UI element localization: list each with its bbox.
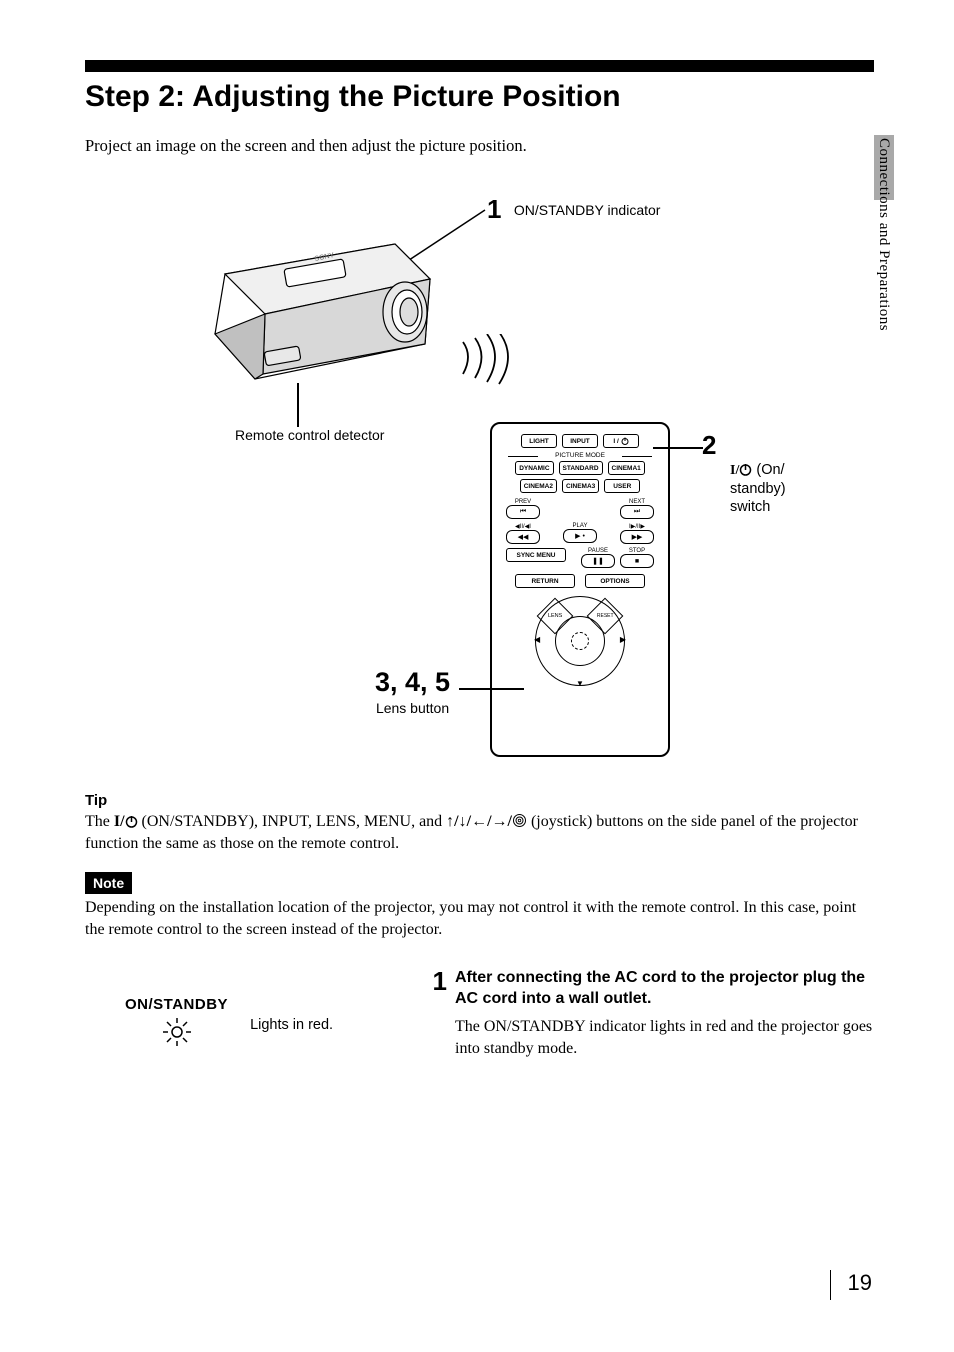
remote-illustration: LIGHT INPUT I / PICTURE MODE DYNAMIC STA… (490, 422, 670, 757)
remote-btn-power: I / (603, 434, 639, 448)
step-1-number: 1 (425, 968, 447, 1059)
remote-btn-return: RETURN (515, 574, 575, 588)
onstandby-word: ON/STANDBY (125, 996, 228, 1013)
tip-body: The I/ (ON/STANDBY), INPUT, LENS, MENU, … (85, 811, 874, 854)
diagram-area: 1 ON/STANDBY indicator SONY (85, 184, 874, 774)
remote-btn-next: ⏭ (620, 505, 654, 519)
remote-btn-light: LIGHT (521, 434, 557, 448)
step-1-desc: The ON/STANDBY indicator lights in red a… (455, 1016, 874, 1059)
joystick-left-arrow: ◀ (534, 635, 540, 644)
power-icon-inline (125, 815, 138, 828)
callout-1: 1 ON/STANDBY indicator (487, 194, 660, 225)
ir-waves-icon (455, 334, 525, 389)
projector-illustration: SONY (195, 214, 455, 404)
remote-btn-standard: STANDARD (559, 461, 603, 475)
remote-btn-options: OPTIONS (585, 574, 645, 588)
side-section-label: Connections and Preparations (875, 138, 892, 331)
remote-btn-pause: ❚❚ (581, 554, 615, 568)
joystick-center (571, 632, 589, 650)
leader-line-345 (459, 688, 524, 690)
callout-2-num: 2 (702, 430, 716, 461)
page-heading: Step 2: Adjusting the Picture Position (85, 80, 874, 114)
remote-btn-prev: ⏮ (506, 505, 540, 519)
note-label: Note (85, 872, 132, 894)
page-number: 19 (848, 1270, 872, 1296)
remote-btn-cinema2: CINEMA2 (520, 479, 557, 493)
tip-label: Tip (85, 792, 874, 809)
leader-line-2 (653, 447, 703, 449)
callout-345-num: 3, 4, 5 (375, 667, 450, 698)
callout-1-text: ON/STANDBY indicator (514, 202, 661, 218)
remote-picture-mode-label: PICTURE MODE (500, 452, 660, 459)
remote-btn-dynamic: DYNAMIC (515, 461, 553, 475)
power-icon (739, 463, 752, 476)
note-body: Depending on the installation location o… (85, 897, 874, 940)
remote-btn-user: USER (604, 479, 640, 493)
remote-rew-tiny: ◀II/◀I (506, 523, 540, 530)
step-left-illustration: ON/STANDBY (85, 968, 395, 1059)
led-glow-icon (158, 1015, 196, 1049)
callout-345: 3, 4, 5 Lens button (375, 667, 450, 716)
callout-345-text: Lens button (375, 700, 450, 716)
joystick-down-arrow: ▼ (576, 679, 584, 688)
remote-btn-stop: ■ (620, 554, 654, 568)
remote-btn-cinema3: CINEMA3 (562, 479, 599, 493)
remote-ff-tiny: I▶/II▶ (620, 523, 654, 530)
remote-btn-syncmenu: SYNC MENU (506, 548, 566, 562)
remote-btn-ff: ▶▶ (620, 530, 654, 544)
leader-line-rc (297, 383, 299, 427)
callout-2: 2 I/ (On/ standby) switch (702, 430, 786, 516)
step-section: ON/STANDBY (85, 968, 874, 1059)
joystick-ring-icon (512, 813, 527, 828)
rc-detector-label: Remote control detector (235, 427, 384, 443)
page-number-rule (830, 1270, 831, 1300)
step-1-title: After connecting the AC cord to the proj… (455, 968, 874, 1010)
remote-btn-rew: ◀◀ (506, 530, 540, 544)
callout-2-text: I/ (On/ standby) switch (730, 461, 786, 516)
remote-joystick: LENS RESET ◀ ▶ ▼ (535, 596, 625, 686)
lights-in-red-text: Lights in red. (250, 1017, 333, 1033)
remote-btn-input: INPUT (562, 434, 598, 448)
remote-btn-play: ▶ • (563, 529, 597, 543)
remote-btn-cinema1: CINEMA1 (608, 461, 645, 475)
intro-text: Project an image on the screen and then … (85, 136, 874, 156)
joystick-right-arrow: ▶ (620, 635, 626, 644)
heading-rule (85, 60, 874, 72)
